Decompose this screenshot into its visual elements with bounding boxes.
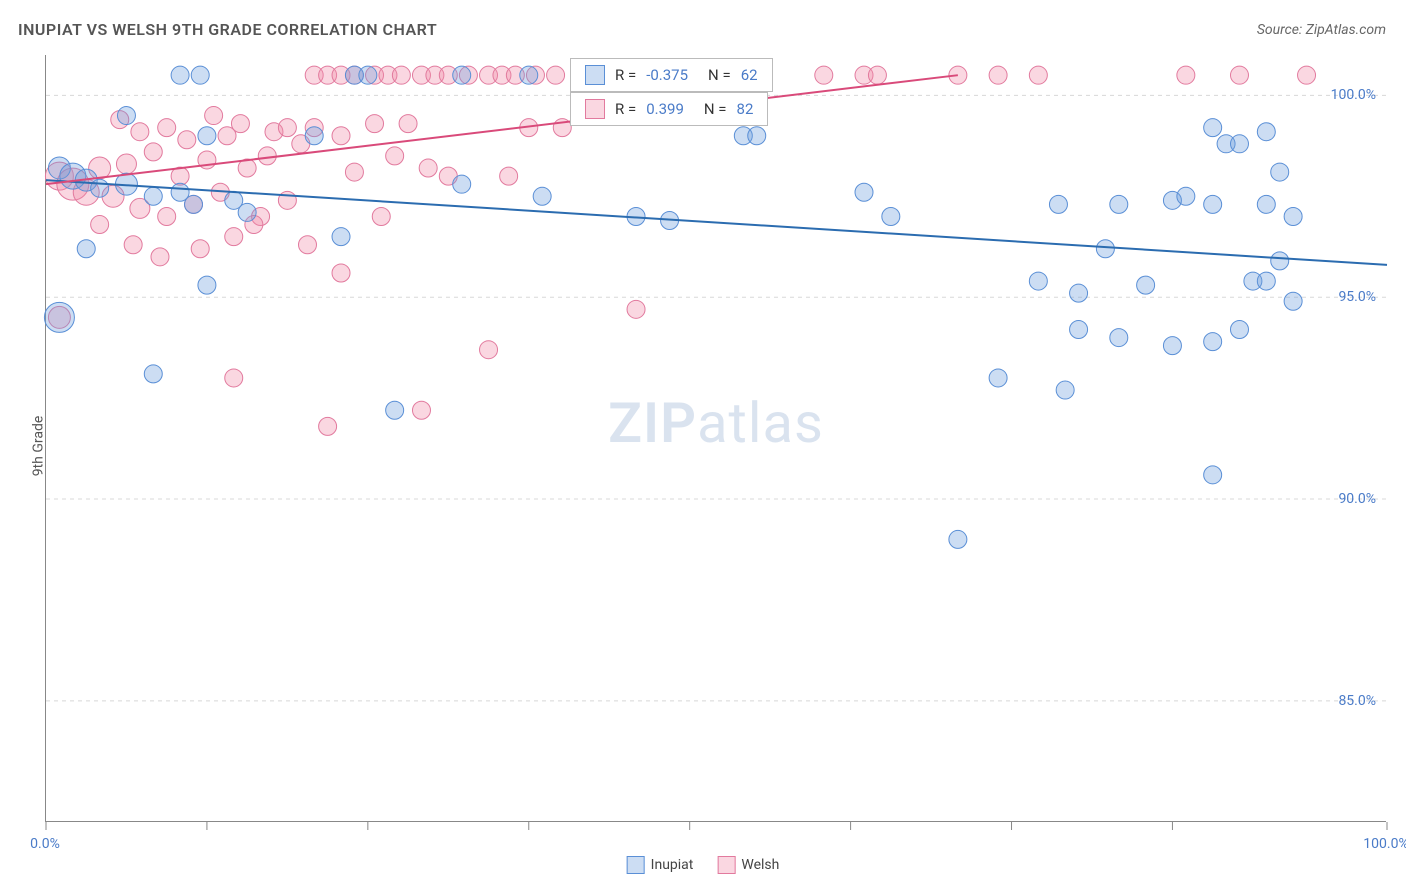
y-tick-90: 90.0% [1338, 491, 1376, 507]
stat-swatch-welsh [585, 99, 605, 119]
legend: Inupiat Welsh [627, 856, 780, 874]
legend-swatch-welsh [717, 856, 735, 874]
stat-swatch-inupiat [585, 65, 605, 85]
stat-box-inupiat: R = -0.375 N = 62 [570, 58, 773, 92]
source-attribution: Source: ZipAtlas.com [1257, 22, 1386, 38]
stat-r-value-welsh: 0.399 [646, 100, 684, 118]
stat-r-value-inupiat: -0.375 [646, 66, 688, 84]
scatter-svg [46, 55, 1386, 821]
stat-box-welsh: R = 0.399 N = 82 [570, 92, 768, 126]
stat-n-value-inupiat: 62 [741, 66, 758, 84]
x-tick-100: 100.0% [1363, 836, 1406, 852]
y-tick-95: 95.0% [1338, 289, 1376, 305]
legend-item-inupiat: Inupiat [627, 856, 694, 874]
chart-container: INUPIAT VS WELSH 9TH GRADE CORRELATION C… [0, 0, 1406, 892]
stat-n-label: N = [708, 66, 731, 84]
legend-label-welsh: Welsh [741, 857, 779, 873]
plot-area: ZIPatlas [45, 55, 1386, 822]
legend-label-inupiat: Inupiat [651, 857, 694, 873]
y-tick-100: 100.0% [1331, 87, 1376, 103]
legend-swatch-inupiat [627, 856, 645, 874]
stat-r-label: R = [615, 100, 636, 118]
x-tick-0: 0.0% [30, 836, 60, 852]
chart-title: INUPIAT VS WELSH 9TH GRADE CORRELATION C… [18, 20, 437, 39]
legend-item-welsh: Welsh [717, 856, 779, 874]
stat-r-label: R = [615, 66, 636, 84]
stat-n-label: N = [704, 100, 727, 118]
stat-n-value-welsh: 82 [737, 100, 754, 118]
y-axis-label: 9th Grade [30, 416, 46, 477]
y-tick-85: 85.0% [1338, 693, 1376, 709]
